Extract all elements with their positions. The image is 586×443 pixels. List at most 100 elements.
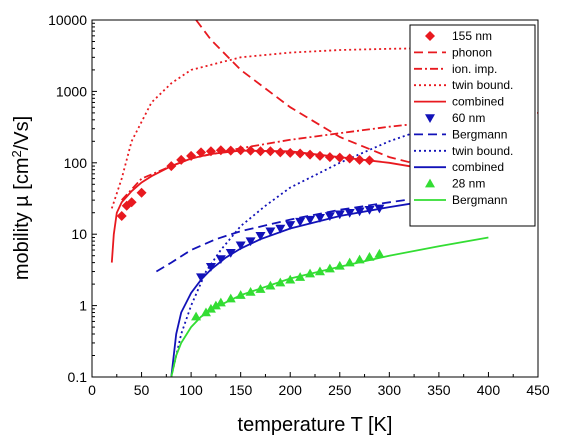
x-tick-label: 450 <box>526 382 550 398</box>
155-nm-red-point <box>235 145 246 156</box>
y-axis-title-sup: 2 <box>9 150 24 157</box>
bergmann-blue-curve <box>155 197 420 273</box>
28-nm-green-point <box>245 287 256 296</box>
y-axis: 0.1 1 10 100 1000 10000 <box>48 12 97 385</box>
28-nm-green-point <box>215 297 226 307</box>
x-tick-label: 150 <box>229 382 253 398</box>
155-nm-red-point <box>196 147 207 158</box>
y-tick-label: 100 <box>64 155 88 171</box>
28-nm-green-point <box>205 303 216 313</box>
155-nm-red-point <box>344 153 355 164</box>
155-nm-red-point <box>126 197 137 208</box>
28-nm-green-point <box>344 257 355 267</box>
x-tick-label: 50 <box>134 382 150 398</box>
legend-label-bergmann-blue: Bergmann <box>452 127 507 141</box>
60-nm-blue-point <box>324 212 335 221</box>
155-nm-red-point <box>314 150 325 161</box>
28-nm-green-point <box>255 284 266 293</box>
155-nm-red-point <box>364 155 375 166</box>
28-nm-green-point <box>364 251 375 261</box>
28-nm-green-point <box>314 266 325 276</box>
155-nm-red-point <box>176 154 187 165</box>
60-nm-blue-point <box>196 273 207 283</box>
legend-label-twin-bound-red: twin bound. <box>452 78 513 92</box>
60-nm-blue-point <box>255 232 266 241</box>
legend-label-combined-red: combined <box>452 95 504 109</box>
combined-blue-curve <box>170 201 420 377</box>
y-tick-label: 10000 <box>48 12 87 28</box>
28-nm-green-point <box>305 268 316 278</box>
legend-box <box>409 24 536 227</box>
60-nm-blue-point <box>305 215 316 225</box>
legend-label-bergmann-green: Bergmann <box>452 193 507 207</box>
155-nm-red-point <box>354 154 365 165</box>
155-nm-red-point <box>295 148 306 159</box>
60-nm-blue-point <box>205 263 216 272</box>
155-nm-red-point <box>275 147 286 158</box>
60-nm-blue-point <box>354 207 365 217</box>
60-nm-blue-point <box>245 237 256 247</box>
x-axis: 0 50 100 150 200 250 300 350 400 450 <box>88 372 550 398</box>
x-tick-label: 350 <box>427 382 451 398</box>
legend-swatch-28-nm-green <box>425 178 435 188</box>
60-nm-blue-point <box>275 224 286 234</box>
28-nm-green-point <box>275 277 286 287</box>
28-nm-green-point <box>200 307 211 317</box>
x-tick-label: 300 <box>378 382 402 398</box>
x-tick-label: 400 <box>477 382 501 398</box>
155-nm-red-point <box>255 146 266 157</box>
y-axis-title-suffix: /Vs] <box>11 116 33 150</box>
legend-label-28-nm-green: 28 nm <box>452 177 485 191</box>
155-nm-red-point <box>265 146 276 157</box>
60-nm-blue-point <box>225 248 236 258</box>
twin-bound-red-curve <box>110 47 420 209</box>
28-nm-green-point <box>225 293 236 303</box>
28-nm-green-point <box>324 263 335 273</box>
60-nm-blue-point <box>295 217 306 227</box>
28-nm-green-point <box>295 272 306 281</box>
28-nm-green-point <box>374 248 385 258</box>
legend-label-twin-bound-blue: twin bound. <box>452 144 513 158</box>
x-tick-label: 100 <box>179 382 203 398</box>
y-tick-label: 1 <box>79 298 87 314</box>
155-nm-red-point <box>334 152 345 163</box>
60-nm-blue-point <box>215 255 226 264</box>
155-nm-red-point <box>166 161 177 172</box>
legend-label-ion-imp-red: ion. imp. <box>452 62 497 76</box>
28-nm-green-point <box>285 274 296 284</box>
28-nm-green-point <box>354 254 365 264</box>
155-nm-red-point <box>285 147 296 158</box>
marker-layer <box>116 145 385 321</box>
y-tick-label: 0.1 <box>68 369 88 385</box>
x-tick-label: 250 <box>328 382 352 398</box>
155-nm-red-point <box>225 145 236 156</box>
legend-label-combined-blue: combined <box>452 160 504 174</box>
legend-label-155-nm-red: 155 nm <box>452 29 492 43</box>
155-nm-red-point <box>305 149 316 160</box>
legend-swatch-60-nm-blue <box>425 114 435 123</box>
28-nm-green-point <box>265 280 276 290</box>
60-nm-blue-point <box>314 213 325 223</box>
legend-label-phonon-red: phonon <box>452 45 492 59</box>
60-nm-blue-point <box>344 208 355 218</box>
60-nm-blue-point <box>235 241 246 251</box>
60-nm-blue-point <box>364 206 375 215</box>
60-nm-blue-point <box>285 221 296 230</box>
y-tick-label: 1000 <box>56 83 87 99</box>
155-nm-red-point <box>205 146 216 157</box>
x-tick-label: 200 <box>279 382 303 398</box>
155-nm-red-point <box>186 150 197 161</box>
28-nm-green-point <box>235 290 246 299</box>
155-nm-red-point <box>245 145 256 156</box>
155-nm-red-point <box>324 152 335 163</box>
155-nm-red-point <box>136 187 147 198</box>
legend-swatch-155-nm-red <box>425 31 435 41</box>
28-nm-green-point <box>334 260 345 270</box>
y-axis-title-prefix: mobility µ [cm <box>11 158 33 281</box>
28-nm-green-point <box>210 300 221 310</box>
60-nm-blue-point <box>334 210 345 220</box>
28-nm-green-point <box>191 311 202 321</box>
legend: 155 nm phonon ion. imp. twin bound. combined… <box>409 24 536 227</box>
legend-label-60-nm-blue: 60 nm <box>452 111 485 125</box>
